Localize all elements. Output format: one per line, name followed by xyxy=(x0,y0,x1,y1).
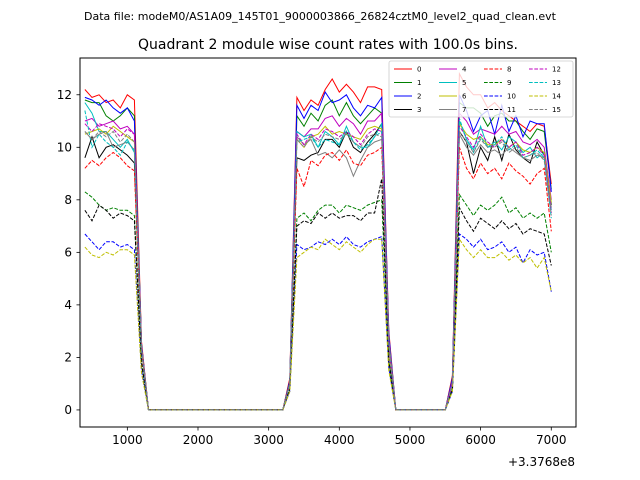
y-tick-label: 12 xyxy=(57,88,72,102)
legend-label-0: 0 xyxy=(417,66,421,74)
x-tick-label: 5000 xyxy=(395,433,426,447)
x-axis-offset-label: +3.3768e8 xyxy=(508,455,575,469)
legend-label-3: 3 xyxy=(417,106,421,114)
x-tick-label: 6000 xyxy=(465,433,496,447)
x-tick-label: 3000 xyxy=(253,433,284,447)
legend-label-2: 2 xyxy=(417,93,421,101)
legend-label-9: 9 xyxy=(507,79,511,87)
legend-label-1: 1 xyxy=(417,79,421,87)
plot-lines xyxy=(84,71,552,411)
legend-label-7: 7 xyxy=(462,106,466,114)
plot-area-frame xyxy=(79,57,577,428)
legend-label-11: 11 xyxy=(507,106,516,114)
x-tick-label: 1000 xyxy=(112,433,143,447)
series-line-15 xyxy=(84,129,552,411)
y-tick-label: 4 xyxy=(64,298,72,312)
x-tick-label: 7000 xyxy=(536,433,567,447)
y-tick-label: 6 xyxy=(64,245,72,259)
legend-label-5: 5 xyxy=(462,79,466,87)
chart-title: Quadrant 2 module wise count rates with … xyxy=(138,37,518,53)
y-tick-label: 10 xyxy=(57,140,72,154)
legend-label-8: 8 xyxy=(507,66,511,74)
legend-label-15: 15 xyxy=(552,106,561,114)
y-axis: 0 2 4 6 8 10 12 xyxy=(57,88,80,417)
data-file-suptitle: Data file: modeM0/AS1A09_145T01_90000038… xyxy=(84,10,557,23)
y-tick-label: 8 xyxy=(64,193,72,207)
legend-label-6: 6 xyxy=(462,93,467,101)
legend-label-14: 14 xyxy=(552,93,561,101)
x-tick-label: 4000 xyxy=(324,433,355,447)
legend-label-12: 12 xyxy=(552,66,561,74)
x-axis: 1000 2000 3000 4000 5000 6000 7000 xyxy=(112,427,567,447)
legend-label-10: 10 xyxy=(507,93,516,101)
x-tick-label: 2000 xyxy=(183,433,214,447)
y-tick-label: 0 xyxy=(64,403,72,417)
legend-label-13: 13 xyxy=(552,79,561,87)
legend-frame xyxy=(388,60,574,118)
legend-label-4: 4 xyxy=(462,66,467,74)
y-tick-label: 2 xyxy=(64,350,72,364)
